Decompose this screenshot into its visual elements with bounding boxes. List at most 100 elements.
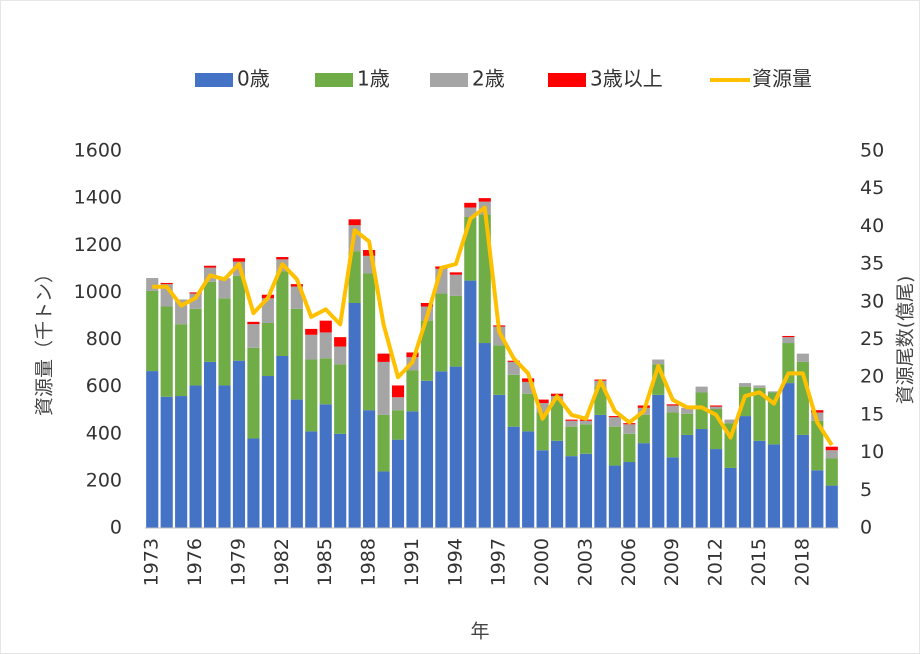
bar-segment	[652, 359, 665, 365]
bar-segment	[767, 392, 781, 445]
bar-segment	[305, 334, 318, 360]
bar-segment	[319, 358, 332, 405]
x-tick-label: 1979	[227, 538, 249, 586]
bar-segment	[305, 431, 318, 528]
y2-tick-label: 35	[860, 253, 884, 275]
bar-segment	[377, 471, 390, 528]
bar-segment	[811, 470, 824, 528]
y-axis-title: 資源量（千トン）	[34, 264, 56, 416]
x-tick-label: 2006	[618, 538, 640, 586]
bar-segment	[348, 251, 361, 303]
bar-segment	[363, 410, 376, 528]
x-axis-title: 年	[470, 621, 489, 643]
bar-segment	[522, 381, 535, 394]
bar-segment	[536, 450, 549, 528]
bar-segment	[363, 273, 376, 411]
bar-segment	[724, 467, 737, 528]
bar-segment	[811, 420, 824, 471]
y2-tick-label: 25	[860, 328, 884, 350]
bar-segment	[652, 394, 665, 528]
bar-segment	[290, 284, 303, 287]
bar-segment	[550, 399, 564, 441]
bar-segment	[305, 359, 318, 432]
bar-segment	[565, 420, 578, 427]
bar-segment	[391, 397, 405, 411]
bar-segment	[290, 399, 303, 528]
bar-segment	[825, 458, 838, 486]
bar-segment	[478, 343, 491, 528]
bar-segment	[160, 396, 173, 528]
bar-segment	[811, 410, 824, 413]
bar-segment	[406, 411, 419, 528]
bar-segment	[203, 265, 217, 268]
bar-segment	[710, 405, 723, 407]
y-tick-label: 800	[86, 328, 122, 350]
bar-segment	[175, 324, 188, 397]
bar-segment	[261, 298, 274, 324]
x-tick-label: 2018	[791, 538, 813, 586]
bar-segment	[420, 380, 434, 528]
bar-segment	[464, 207, 477, 217]
bar-segment	[420, 320, 434, 381]
y2-tick-label: 10	[860, 441, 884, 463]
bar-segment	[203, 361, 217, 528]
bar-segment	[710, 449, 723, 528]
bar-segment	[550, 440, 564, 528]
bar-segment	[738, 416, 752, 528]
bar-segment	[348, 219, 361, 226]
bar-segment	[724, 419, 737, 424]
bar-segment	[449, 274, 462, 296]
x-tick-label: 2000	[531, 538, 553, 586]
bar-segment	[160, 306, 173, 397]
bar-segment	[391, 439, 405, 528]
y2-tick-label: 15	[860, 403, 884, 425]
bar-segment	[753, 385, 766, 388]
bar-segment	[247, 324, 260, 348]
x-tick-label: 1991	[401, 538, 423, 586]
bar-segment	[406, 352, 419, 358]
y-tick-label: 1200	[74, 234, 122, 256]
bar-segment	[319, 320, 332, 333]
bar-segment	[738, 383, 752, 387]
bar-segment	[189, 385, 202, 528]
bar-segment	[710, 406, 723, 410]
bar-segment	[608, 416, 621, 418]
bar-segment	[522, 431, 535, 528]
y-tick-label: 1400	[74, 187, 122, 209]
bar-segment	[623, 433, 636, 463]
x-tick-label: 1976	[184, 538, 206, 586]
bar-segment	[189, 292, 202, 294]
bar-segment	[435, 293, 448, 372]
bar-segment	[565, 426, 578, 457]
bar-segment	[334, 337, 347, 347]
x-tick-label: 2009	[661, 538, 683, 586]
bar-segment	[666, 404, 679, 406]
bar-segment	[493, 394, 506, 528]
bar-segment	[261, 323, 274, 377]
bar-segment	[334, 364, 347, 434]
bar-segment	[290, 308, 303, 400]
x-tick-label: 1997	[488, 538, 510, 586]
bar-segment	[536, 399, 549, 404]
y-tick-label: 400	[86, 422, 122, 444]
line-series	[152, 205, 834, 447]
bar-segment	[146, 371, 159, 528]
bar-segment	[579, 420, 593, 425]
bar-segment	[305, 328, 318, 335]
bar-segment	[406, 370, 419, 412]
bar-segment	[203, 281, 217, 362]
bar-segment	[637, 414, 650, 444]
bar-segment	[825, 485, 838, 528]
bar-segment	[579, 453, 593, 528]
bar-segment	[681, 413, 694, 435]
bar-segment	[247, 321, 260, 325]
bar-segment	[449, 272, 462, 275]
bar-segment	[449, 295, 462, 367]
bar-segment	[666, 457, 679, 528]
bar-segment	[695, 386, 708, 393]
bar-segment	[391, 385, 405, 398]
bar-segment	[276, 257, 289, 260]
bar-segment	[377, 361, 390, 415]
